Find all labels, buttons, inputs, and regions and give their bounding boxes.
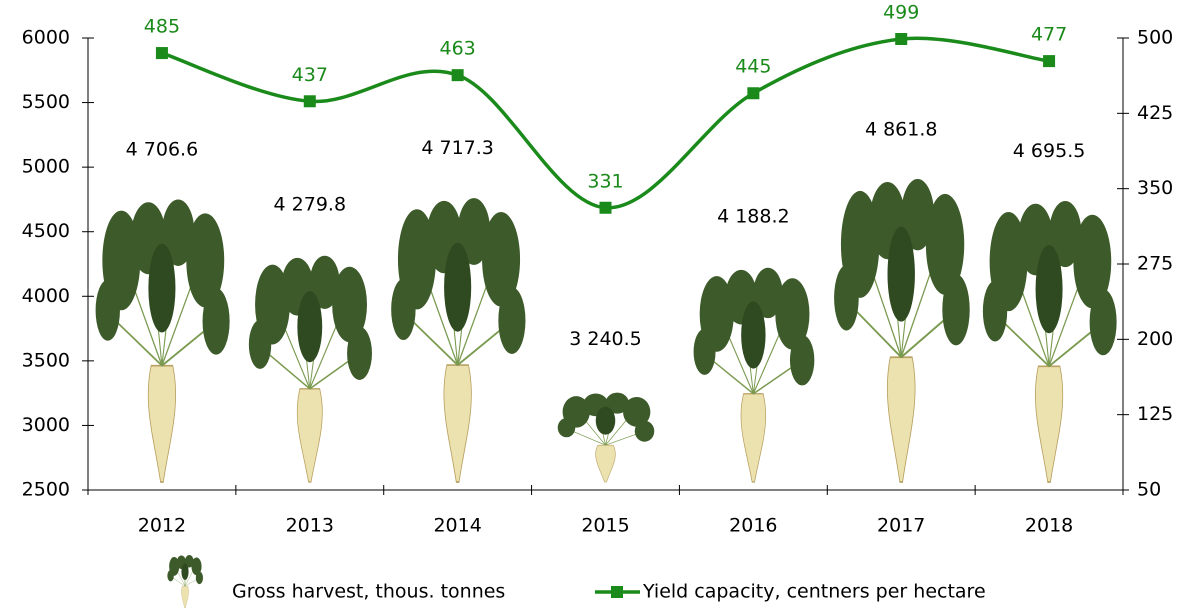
y-tick-label: 4500 xyxy=(22,220,70,242)
y-tick-label: 5500 xyxy=(22,91,70,113)
bar xyxy=(249,256,372,482)
beet-shape xyxy=(558,393,655,482)
line-value-label: 499 xyxy=(883,2,919,24)
x-tick-label: 2017 xyxy=(877,515,925,537)
beet-shape xyxy=(249,256,372,482)
legend-label: Yield capacity, centners per hectare xyxy=(642,581,986,603)
x-tick-label: 2014 xyxy=(433,515,481,537)
value-label: 4 706.6 xyxy=(126,139,199,161)
x-tick-label: 2012 xyxy=(138,515,186,537)
line-marker xyxy=(747,87,759,99)
line-marker xyxy=(895,33,907,45)
line-value-label: 437 xyxy=(292,64,328,86)
y2-tick-label: 350 xyxy=(1137,177,1173,199)
bar xyxy=(834,179,970,482)
legend-label: Gross harvest, thous. tonnes xyxy=(232,581,505,603)
bar xyxy=(983,201,1117,482)
y-tick-label: 3500 xyxy=(22,349,70,371)
line-value-label: 477 xyxy=(1031,24,1067,46)
y-tick-label: 3000 xyxy=(22,414,70,436)
value-label: 4 279.8 xyxy=(274,194,347,216)
bar xyxy=(391,198,525,482)
y-tick-label: 4000 xyxy=(22,285,70,307)
y-tick-label: 6000 xyxy=(22,27,70,49)
y-tick-label: 5000 xyxy=(22,156,70,178)
line-marker xyxy=(304,95,316,107)
chart: 2500 3000 3500 4000 4500 5000 5500 6000 50 125 200… xyxy=(0,0,1190,611)
line-value-label: 331 xyxy=(587,170,623,192)
bar xyxy=(694,268,815,482)
y-tick-label: 2500 xyxy=(22,479,70,501)
line-value-label: 485 xyxy=(144,16,180,38)
y2-tick-label: 425 xyxy=(1137,102,1173,124)
beet-shape xyxy=(167,555,203,608)
beet-shape xyxy=(96,199,230,482)
beet-shape xyxy=(694,268,815,482)
value-label: 4 717.3 xyxy=(421,137,494,159)
x-tick-label: 2013 xyxy=(286,515,334,537)
value-label: 4 695.5 xyxy=(1013,140,1086,162)
legend-icon xyxy=(167,555,203,608)
x-tick-label: 2016 xyxy=(729,515,777,537)
legend-marker xyxy=(611,586,623,598)
beet-shape xyxy=(391,198,525,482)
y2-tick-label: 125 xyxy=(1137,403,1173,425)
line-value-label: 463 xyxy=(440,38,476,60)
value-label: 4 188.2 xyxy=(717,205,790,227)
y2-tick-label: 275 xyxy=(1137,253,1173,275)
value-label: 4 861.8 xyxy=(865,118,938,140)
bar xyxy=(558,393,655,482)
beet-shape xyxy=(983,201,1117,482)
y2-tick-label: 200 xyxy=(1137,328,1173,350)
beet-shape xyxy=(834,179,970,482)
line-marker xyxy=(156,47,168,59)
line-marker xyxy=(600,202,612,214)
line-marker xyxy=(452,69,464,81)
x-tick-label: 2018 xyxy=(1025,515,1073,537)
y2-tick-label: 500 xyxy=(1137,27,1173,49)
y2-tick-label: 50 xyxy=(1137,479,1161,501)
value-label: 3 240.5 xyxy=(569,328,642,350)
line-marker xyxy=(1043,55,1055,67)
bar xyxy=(96,199,230,482)
line-value-label: 445 xyxy=(735,56,771,78)
x-tick-label: 2015 xyxy=(581,515,629,537)
